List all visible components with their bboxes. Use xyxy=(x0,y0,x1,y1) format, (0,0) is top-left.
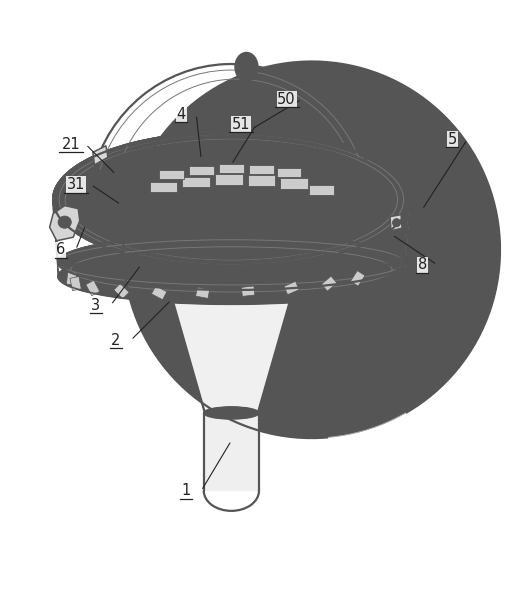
Text: 5: 5 xyxy=(448,132,457,147)
Bar xyxy=(242,286,255,296)
Bar xyxy=(350,271,365,286)
Text: 4: 4 xyxy=(177,107,186,122)
Polygon shape xyxy=(390,215,402,231)
FancyBboxPatch shape xyxy=(150,182,177,192)
Text: 50: 50 xyxy=(277,92,296,107)
Text: 1: 1 xyxy=(181,483,191,498)
Ellipse shape xyxy=(166,268,297,286)
Text: 51: 51 xyxy=(232,117,251,132)
Text: 31: 31 xyxy=(66,177,85,192)
FancyBboxPatch shape xyxy=(189,166,214,175)
Text: 8: 8 xyxy=(417,257,427,272)
FancyBboxPatch shape xyxy=(277,168,301,177)
Polygon shape xyxy=(50,206,79,241)
Bar xyxy=(322,276,337,291)
Ellipse shape xyxy=(58,235,405,290)
Ellipse shape xyxy=(123,62,500,438)
Ellipse shape xyxy=(241,58,253,76)
Bar xyxy=(66,272,77,285)
Polygon shape xyxy=(166,277,205,415)
FancyBboxPatch shape xyxy=(309,185,334,194)
FancyBboxPatch shape xyxy=(249,165,274,174)
Bar xyxy=(70,277,81,290)
Bar xyxy=(114,284,129,299)
Polygon shape xyxy=(204,413,259,491)
Polygon shape xyxy=(93,146,108,165)
Ellipse shape xyxy=(393,218,401,227)
Polygon shape xyxy=(166,277,297,413)
Bar xyxy=(86,280,100,296)
Ellipse shape xyxy=(53,132,410,268)
FancyBboxPatch shape xyxy=(183,177,210,187)
FancyBboxPatch shape xyxy=(248,175,275,185)
Polygon shape xyxy=(257,277,297,415)
Ellipse shape xyxy=(224,224,239,230)
Bar xyxy=(152,286,167,300)
Text: 3: 3 xyxy=(91,298,100,313)
Text: 6: 6 xyxy=(56,242,65,257)
Ellipse shape xyxy=(204,407,259,419)
Ellipse shape xyxy=(235,53,257,81)
Text: 21: 21 xyxy=(61,137,80,152)
Text: 2: 2 xyxy=(111,332,121,347)
Ellipse shape xyxy=(58,216,71,228)
Ellipse shape xyxy=(58,249,405,304)
Polygon shape xyxy=(405,200,410,275)
FancyBboxPatch shape xyxy=(280,178,308,188)
FancyBboxPatch shape xyxy=(158,170,184,179)
FancyBboxPatch shape xyxy=(219,164,244,173)
Ellipse shape xyxy=(205,407,257,419)
FancyBboxPatch shape xyxy=(215,175,243,185)
Bar xyxy=(196,287,210,298)
Bar xyxy=(284,281,299,295)
Polygon shape xyxy=(53,200,58,275)
